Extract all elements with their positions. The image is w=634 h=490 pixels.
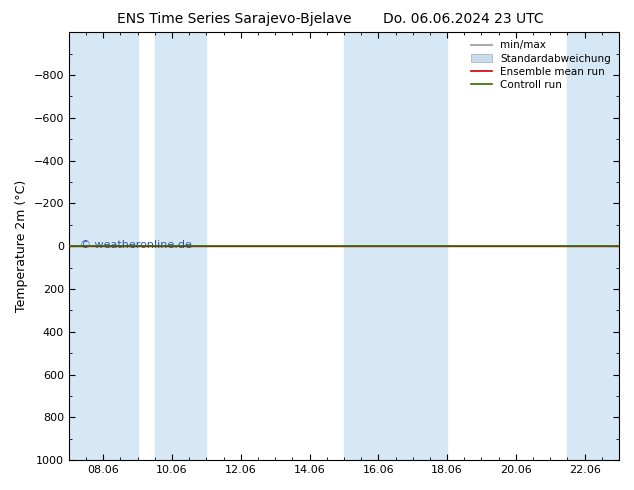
Text: ENS Time Series Sarajevo-Bjelave: ENS Time Series Sarajevo-Bjelave [117, 12, 352, 26]
Bar [396, 32, 447, 460]
Bar [155, 32, 207, 460]
Y-axis label: Temperature 2m (°C): Temperature 2m (°C) [15, 180, 28, 312]
Text: Do. 06.06.2024 23 UTC: Do. 06.06.2024 23 UTC [382, 12, 543, 26]
Legend: min/max, Standardabweichung, Ensemble mean run, Controll run: min/max, Standardabweichung, Ensemble me… [467, 36, 615, 94]
Bar [69, 32, 138, 460]
Bar [344, 32, 396, 460]
Bar [567, 32, 619, 460]
Text: © weatheronline.de: © weatheronline.de [80, 240, 192, 250]
